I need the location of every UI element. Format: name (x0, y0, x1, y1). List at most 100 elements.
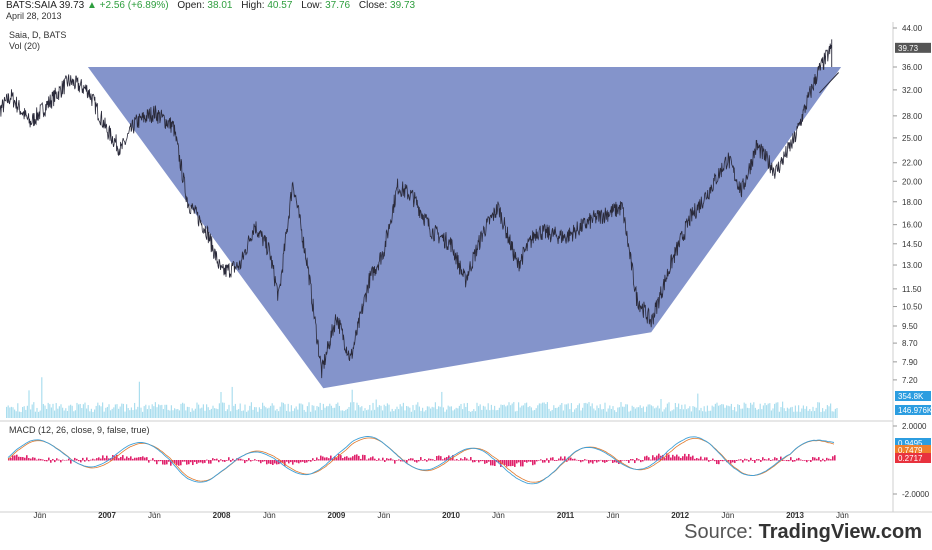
volume-bar (94, 409, 96, 418)
volume-bar (458, 405, 460, 418)
macd-histogram-bar (588, 460, 590, 464)
macd-histogram-bar (748, 460, 750, 462)
volume-bar (23, 406, 25, 418)
volume-bar (393, 411, 395, 418)
macd-histogram-bar (788, 460, 790, 462)
volume-bar (610, 408, 612, 418)
volume-bar (487, 403, 489, 418)
macd-histogram-bar (528, 460, 530, 462)
macd-histogram-bar (494, 460, 496, 467)
volume-bar (580, 410, 582, 418)
macd-histogram-bar (594, 460, 596, 462)
volume-bar (678, 403, 680, 418)
macd-histogram-bar (200, 460, 202, 463)
macd-histogram-bar (650, 459, 652, 461)
date-label: April 28, 2013 (6, 11, 62, 21)
volume-bar (374, 409, 376, 418)
macd-histogram-bar (744, 458, 746, 461)
macd-histogram-bar (560, 456, 562, 461)
time-axis-label: 2010 (442, 511, 460, 520)
volume-bar (260, 409, 262, 418)
volume-bar (801, 408, 803, 418)
volume-bar (799, 411, 801, 418)
macd-histogram-bar (394, 460, 396, 464)
volume-bar (404, 410, 406, 418)
volume-bar (833, 411, 835, 418)
macd-histogram-bar (372, 456, 374, 461)
high-label: High: (241, 0, 265, 11)
macd-histogram-bar (398, 459, 400, 461)
volume-bar (441, 391, 443, 418)
volume-bar (7, 405, 9, 418)
volume-bar (519, 407, 521, 418)
price-axis-tick-label: 16.00 (902, 221, 923, 230)
macd-histogram-bar (692, 455, 694, 461)
volume-bar (154, 402, 156, 418)
macd-histogram-bar (498, 460, 500, 464)
volume-bar (196, 402, 198, 418)
volume-bar (62, 407, 64, 418)
volume-bar (68, 405, 70, 418)
macd-histogram-bar (480, 460, 482, 462)
volume-bar (618, 407, 620, 418)
volume-bar (602, 408, 604, 418)
macd-histogram-bar (436, 456, 438, 461)
macd-histogram-bar (430, 458, 432, 461)
macd-histogram-bar (772, 459, 774, 461)
time-axis-label: 2008 (213, 511, 231, 520)
macd-histogram-bar (74, 457, 76, 461)
volume-bar (503, 404, 505, 418)
macd-histogram-bar (768, 458, 770, 461)
volume-bar (711, 405, 713, 418)
volume-bar (255, 407, 257, 418)
macd-histogram-bar (392, 459, 394, 461)
volume-bar (764, 402, 766, 418)
volume-bar (511, 403, 513, 418)
volume-bar (724, 407, 726, 418)
volume-bar (199, 408, 201, 418)
macd-histogram-bar (538, 460, 540, 461)
macd-histogram-bar (232, 458, 234, 461)
macd-histogram-bar (326, 457, 328, 461)
volume-bar (388, 404, 390, 418)
macd-histogram-bar (782, 460, 784, 461)
volume-bar (762, 405, 764, 418)
volume-bar (742, 408, 744, 418)
volume-title: Vol (20) (9, 41, 41, 51)
volume-tag-1: 354.8K (895, 391, 931, 401)
macd-histogram-bar (674, 456, 676, 461)
macd-histogram-bar (718, 460, 720, 465)
macd-histogram-bar (584, 459, 586, 461)
volume-bar (298, 403, 300, 418)
volume-bar (540, 403, 542, 418)
triangle-pattern-shape[interactable] (87, 67, 842, 389)
macd-histogram-bar (260, 460, 262, 464)
macd-histogram-bar (592, 460, 594, 464)
high-value: 40.57 (267, 0, 293, 11)
volume-bar (348, 406, 350, 418)
macd-histogram-bar (472, 460, 474, 463)
volume-bar (367, 409, 369, 418)
macd-histogram-bar (752, 460, 754, 461)
chart-header: BATS:SAIA 39.73 ▲ +2.56 (+6.89%) Open: 3… (6, 0, 415, 11)
volume-bar (634, 408, 636, 418)
volume-bar (455, 407, 457, 418)
macd-histogram-bar (662, 454, 664, 461)
volume-bar (238, 409, 240, 418)
volume-bar (548, 408, 550, 418)
macd-histogram-bar (684, 453, 686, 461)
macd-histogram-bar (202, 460, 204, 464)
macd-histogram-bar (396, 460, 398, 461)
volume-bar (204, 410, 206, 418)
macd-histogram-bar (224, 460, 226, 462)
macd-histogram-bar (144, 457, 146, 461)
macd-histogram-bar (400, 460, 402, 462)
volume-bar (438, 406, 440, 418)
volume-bar (292, 410, 294, 418)
macd-histogram-bar (282, 460, 284, 464)
volume-bar (482, 405, 484, 418)
volume-bar (708, 410, 710, 418)
volume-bar (202, 404, 204, 418)
macd-histogram-bar (22, 457, 24, 461)
